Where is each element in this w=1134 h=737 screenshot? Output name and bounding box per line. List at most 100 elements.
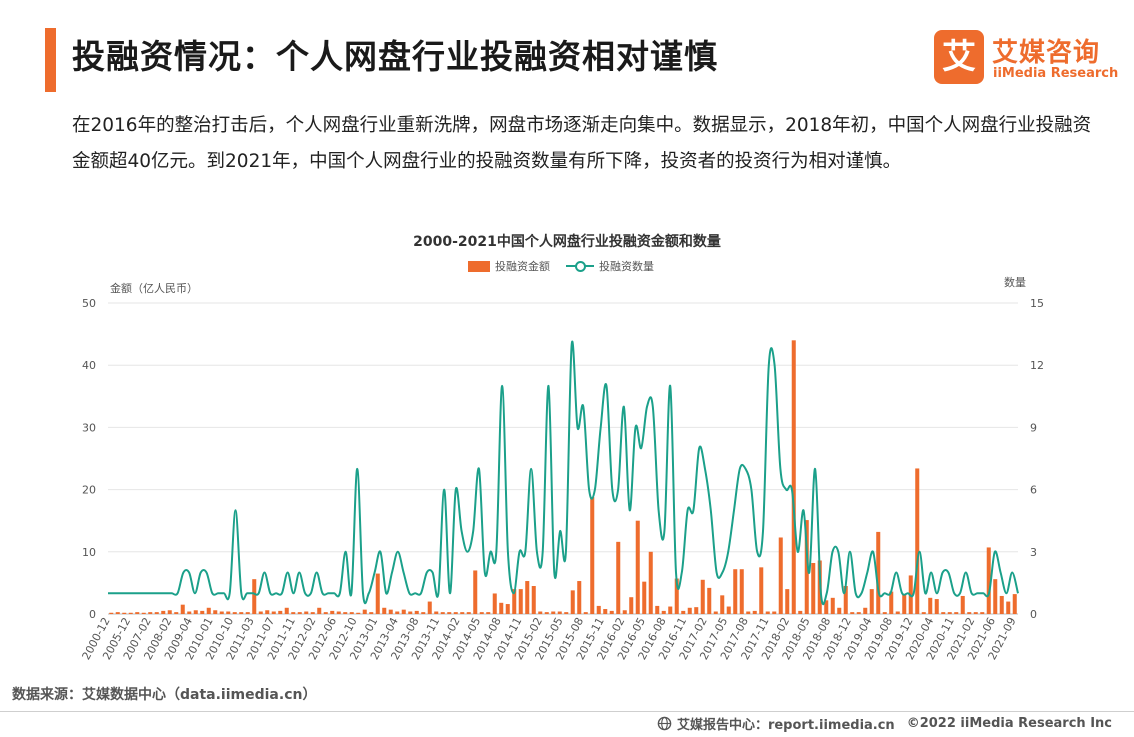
legend-line-swatch: [566, 260, 594, 272]
amount-bar: [362, 609, 367, 614]
y-right-tick-label: 15: [1030, 297, 1044, 310]
amount-bar: [915, 468, 920, 614]
amount-bar: [330, 610, 335, 614]
amount-bar: [525, 581, 530, 614]
amount-bar: [739, 569, 744, 614]
data-source: 数据来源：艾媒数据中心（data.iimedia.cn）: [12, 687, 317, 703]
amount-bar: [668, 606, 673, 614]
logo-mark-icon: 艾: [934, 30, 984, 84]
amount-bar: [629, 597, 634, 614]
report-center-link[interactable]: 艾媒报告中心：report.iimedia.cn: [676, 718, 895, 733]
y-right-tick-label: 0: [1030, 608, 1037, 621]
amount-bar: [603, 609, 608, 614]
amount-bar: [109, 612, 114, 614]
amount-bar: [427, 601, 432, 614]
amount-bar: [219, 611, 224, 614]
amount-bar: [544, 612, 549, 614]
amount-bar: [408, 611, 413, 614]
amount-bar: [551, 611, 556, 614]
amount-bar: [713, 611, 718, 614]
amount-bar: [187, 611, 192, 614]
amount-bar: [720, 595, 725, 614]
y-axis-left-title: 金额（亿人民币）: [110, 282, 198, 295]
legend-label-amount: 投融资金额: [495, 260, 550, 273]
amount-bar: [811, 562, 816, 614]
amount-bar: [401, 609, 406, 614]
amount-bar: [512, 589, 517, 614]
amount-bar: [876, 531, 881, 614]
amount-bar: [941, 612, 946, 614]
amount-bar: [746, 611, 751, 614]
amount-bar: [583, 612, 588, 614]
amount-bar: [700, 579, 705, 614]
amount-bar: [148, 612, 153, 614]
amount-bar: [447, 612, 452, 614]
y-left-tick-label: 30: [82, 421, 96, 434]
amount-bar: [1006, 601, 1011, 614]
amount-bar: [193, 610, 198, 614]
amount-bar: [837, 607, 842, 614]
amount-bar: [843, 586, 848, 614]
amount-bar: [973, 612, 978, 614]
amount-bar: [947, 612, 952, 614]
y-axis-right-title: 数量: [1004, 276, 1026, 289]
amount-bar: [804, 520, 809, 614]
amount-bar: [863, 607, 868, 614]
amount-bar: [577, 581, 582, 614]
amount-bar: [180, 604, 185, 614]
amount-bar: [980, 612, 985, 614]
amount-bar: [674, 578, 679, 614]
amount-bar: [960, 595, 965, 614]
amount-bar: [135, 612, 140, 614]
amount-bar: [518, 589, 523, 614]
amount-bar: [538, 611, 543, 614]
amount-bar: [213, 610, 218, 614]
amount-bar: [239, 612, 244, 614]
amount-bar: [271, 611, 276, 614]
copyright-text: ©2022 iiMedia Research Inc: [906, 716, 1112, 731]
amount-bar: [759, 567, 764, 614]
intro-paragraph: 在2016年的整治打击后，个人网盘行业重新洗牌，网盘市场逐渐走向集中。数据显示，…: [72, 115, 1092, 172]
amount-bar: [733, 569, 738, 614]
amount-bar: [687, 607, 692, 614]
amount-bar: [921, 612, 926, 614]
amount-bar: [252, 579, 257, 614]
amount-bar: [479, 612, 484, 614]
amount-bar: [466, 612, 471, 614]
amount-bar: [486, 612, 491, 614]
amount-bar: [856, 612, 861, 614]
page-title: 投融资情况：个人网盘行业投融资相对谨慎: [72, 37, 718, 76]
amount-bar: [336, 611, 341, 614]
footer-divider: [0, 711, 1134, 712]
amount-bar: [323, 612, 328, 614]
y-left-tick-label: 0: [89, 608, 96, 621]
amount-bar: [161, 610, 166, 614]
amount-bar: [258, 611, 263, 614]
amount-bar: [694, 607, 699, 614]
amount-bar: [206, 607, 211, 614]
amount-bar: [369, 612, 374, 614]
amount-bar: [726, 606, 731, 614]
amount-bar: [609, 610, 614, 614]
count-line: [108, 340, 1019, 606]
amount-bar: [986, 547, 991, 614]
amount-bar: [414, 610, 419, 614]
amount-bar: [564, 612, 569, 614]
amount-bar: [1012, 594, 1017, 614]
amount-bar: [167, 610, 172, 614]
amount-bar: [434, 611, 439, 614]
amount-bar: [869, 589, 874, 614]
amount-bar: [902, 594, 907, 614]
amount-bar: [492, 593, 497, 614]
amount-bar: [232, 612, 237, 614]
amount-bar: [882, 612, 887, 614]
amount-bar: [570, 590, 575, 614]
footer: 艾媒报告中心：report.iimedia.cn ©2022 iiMedia R…: [657, 714, 1112, 733]
amount-bar: [895, 611, 900, 614]
amount-bar: [284, 607, 289, 614]
chart-title: 2000-2021中国个人网盘行业投融资金额和数量: [413, 234, 721, 250]
amount-bar: [115, 612, 120, 614]
amount-bar: [824, 600, 829, 614]
amount-bar: [681, 610, 686, 614]
legend-label-count: 投融资数量: [599, 260, 654, 273]
